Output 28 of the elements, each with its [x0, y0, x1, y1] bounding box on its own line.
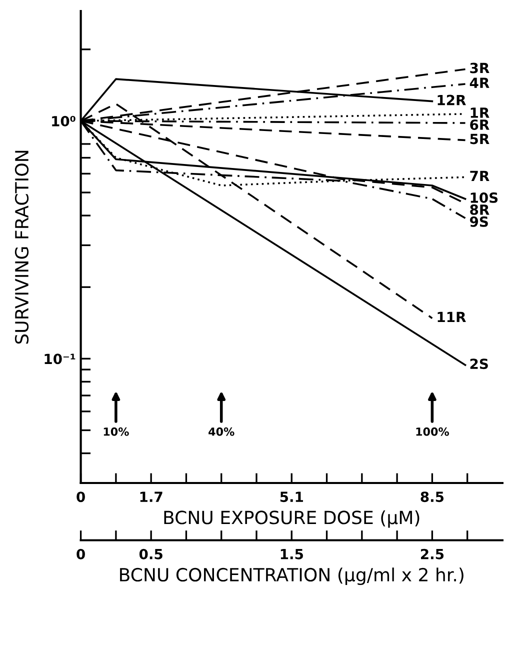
annotation: 40% — [208, 427, 234, 436]
y-axis-title: SURVIVING FRACTION — [14, 150, 29, 344]
series-label: 2S — [470, 358, 488, 370]
x2-tick-label: 0 — [76, 548, 85, 560]
x2-tick-label: 1.5 — [280, 549, 303, 560]
x2-tick-label: 0.5 — [139, 548, 162, 560]
series-label: 3R — [470, 62, 490, 74]
y-tick-label: 10⁰ — [52, 116, 76, 126]
x2-axis-title: BCNU CONCENTRATION (μg/ml x 2 hr.) — [120, 568, 464, 586]
series-label: 12R — [438, 94, 466, 106]
x-tick-label: 0 — [76, 492, 85, 502]
annotation: 10% — [104, 427, 129, 436]
x2-tick-label: 2.5 — [420, 548, 444, 560]
x-tick-label: 1.7 — [140, 492, 162, 502]
series-label: 6R — [470, 119, 490, 130]
x-tick-label: 5.1 — [280, 492, 303, 502]
series-label: 1R — [470, 108, 490, 118]
y-tick-label: 10⁻¹ — [44, 354, 76, 364]
series-label: 11R — [438, 312, 466, 322]
series-label: 10S — [470, 192, 498, 203]
x-tick-label: 8.5 — [420, 492, 444, 502]
series-label: 7R — [470, 170, 490, 182]
series-label: 8R — [470, 204, 490, 215]
series-label: 9S — [470, 216, 488, 227]
series-label: 4R — [470, 78, 490, 88]
x-axis-title: BCNU EXPOSURE DOSE (μM) — [164, 510, 420, 528]
annotation: 100% — [416, 427, 450, 436]
series-label: 5R — [470, 134, 490, 144]
